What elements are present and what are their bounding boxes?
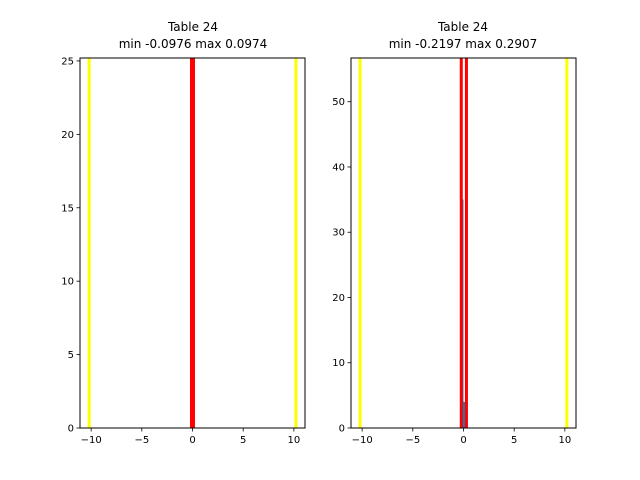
x-tick-label: −10 [81,435,102,446]
x-axis: −10 −5 0 5 10 [352,428,571,446]
x-tick-label: 10 [558,435,571,446]
x-tick-label: −5 [134,435,149,446]
y-tick-label: 10 [61,277,74,288]
x-axis: −10 −5 0 5 10 [81,428,300,446]
plot-area [358,58,569,428]
chart-panel-1: Table 24 min -0.0976 max 0.0974 −10 −5 0 5 1… [61,20,306,446]
chart-title: Table 24 [437,20,488,34]
x-tick-label: 0 [460,435,466,446]
y-tick-label: 50 [332,97,345,108]
x-tick-label: 5 [511,435,517,446]
y-tick-label: 0 [339,424,345,435]
y-axis: 0 5 10 15 20 25 [61,56,80,435]
x-tick-label: −10 [352,435,373,446]
y-tick-label: 20 [332,293,345,304]
chart-subtitle: min -0.2197 max 0.2907 [389,37,538,51]
y-tick-label: 0 [68,424,74,435]
chart-title: Table 24 [167,20,218,34]
chart-subtitle: min -0.0976 max 0.0974 [119,37,268,51]
x-tick-label: 10 [287,435,300,446]
y-tick-label: 30 [332,228,345,239]
y-tick-label: 15 [61,203,74,214]
x-tick-label: 0 [189,435,195,446]
y-tick-label: 20 [61,130,74,141]
y-tick-label: 10 [332,358,345,369]
y-tick-label: 40 [332,162,345,173]
y-tick-label: 25 [61,56,74,67]
x-tick-label: −5 [405,435,420,446]
plot-area [87,58,298,428]
x-tick-label: 5 [240,435,246,446]
y-axis: 0 10 20 30 40 50 [332,97,351,435]
y-tick-label: 5 [68,350,74,361]
chart-panel-2: Table 24 min -0.2197 max 0.2907 −10 −5 0 5 1… [332,20,577,446]
